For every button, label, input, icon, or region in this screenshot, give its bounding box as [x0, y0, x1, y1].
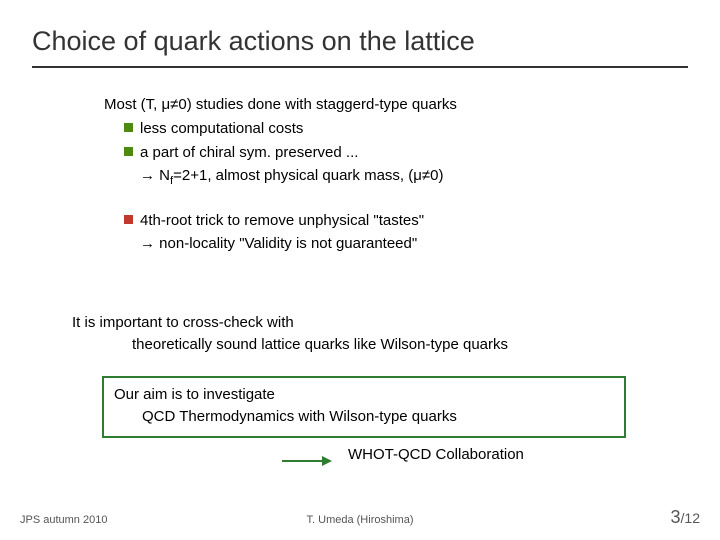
bullet-2-text: a part of chiral sym. preserved ...	[140, 144, 358, 161]
page-number: 3	[671, 507, 681, 527]
square-bullet-icon	[124, 215, 133, 224]
arrow-prefix: → N	[140, 167, 170, 184]
intro-line: Most (T, μ≠0) studies done with staggerd…	[104, 94, 664, 116]
footer-page: 3/12	[671, 507, 700, 528]
page-total: /12	[681, 510, 700, 526]
collab-text: WHOT-QCD Collaboration	[348, 446, 524, 463]
bullet-3-text: 4th-root trick to remove unphysical "tas…	[140, 212, 424, 229]
spacer	[104, 192, 664, 210]
aim-line-1: Our aim is to investigate	[114, 384, 614, 406]
bullet-1-text: less computational costs	[140, 120, 303, 137]
square-bullet-icon	[124, 147, 133, 156]
footer-center: T. Umeda (Hiroshima)	[0, 514, 720, 526]
bullet-3: 4th-root trick to remove unphysical "tas…	[104, 210, 664, 232]
bullet-2: a part of chiral sym. preserved ...	[104, 142, 664, 164]
bullet-3-arrow-line: → non-locality "Validity is not guarante…	[104, 233, 664, 255]
bullet-2-arrow-line: → Nf=2+1, almost physical quark mass, (μ…	[104, 165, 664, 189]
crosscheck-line-2: theoretically sound lattice quarks like …	[72, 334, 672, 356]
square-bullet-icon	[124, 123, 133, 132]
crosscheck-line-1: It is important to cross-check with	[72, 312, 672, 334]
slide-title: Choice of quark actions on the lattice	[32, 26, 475, 57]
bullet-1: less computational costs	[104, 118, 664, 140]
aim-box: Our aim is to investigate QCD Thermodyna…	[102, 376, 626, 438]
collab-row: WHOT-QCD Collaboration	[0, 446, 720, 470]
arrow-shaft	[282, 460, 322, 462]
bullet-2-tail: =2+1, almost physical quark mass, (μ≠0)	[173, 167, 443, 184]
crosscheck-text: It is important to cross-check with theo…	[72, 312, 672, 356]
slide: Choice of quark actions on the lattice M…	[0, 0, 720, 540]
arrow-head-icon	[322, 456, 332, 466]
arrow-icon	[282, 452, 332, 470]
aim-line-2: QCD Thermodynamics with Wilson-type quar…	[114, 406, 614, 428]
body-text: Most (T, μ≠0) studies done with staggerd…	[104, 94, 664, 257]
title-rule	[32, 66, 688, 68]
